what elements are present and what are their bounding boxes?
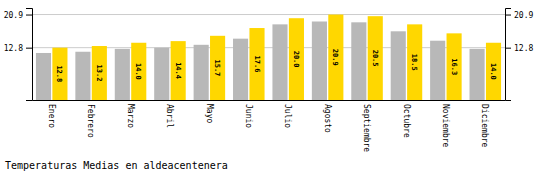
tick: Septiembre [362, 104, 371, 152]
tick-label: Mayo [205, 104, 214, 123]
data-label: 20.0 [292, 51, 300, 68]
bar [368, 16, 383, 100]
data-label: 14.0 [489, 63, 497, 80]
bar [272, 24, 287, 100]
tick: Octubre [402, 104, 411, 138]
bars [36, 15, 501, 100]
bar [249, 28, 264, 100]
tick-label: Diciembre [480, 104, 489, 148]
tick: Noviembre [441, 104, 450, 148]
y2-axis: 12.8 20.9 [505, 9, 533, 101]
tick-label: 12.8 [514, 44, 533, 53]
bar [194, 45, 209, 100]
tick-label: Enero [47, 104, 56, 128]
tick-mark [505, 48, 511, 49]
tick: Junio [244, 104, 253, 128]
tick-label: Marzo [126, 104, 135, 128]
title: Temperaturas Medias en aldeacentenera [5, 160, 228, 171]
bar [391, 31, 406, 100]
tick: Mayo [205, 104, 214, 123]
data-label: 15.7 [213, 59, 221, 76]
tick-label: Octubre [402, 104, 411, 138]
bar [470, 49, 485, 100]
data-label: 17.6 [253, 56, 261, 73]
tick: 20.9 [4, 11, 32, 20]
bar [328, 15, 343, 100]
axis-line [26, 9, 33, 101]
data-label: 18.5 [410, 54, 418, 71]
axis-line [506, 9, 512, 101]
tick: Abril [165, 104, 174, 128]
data-label: 14.4 [174, 62, 182, 79]
y-axis: 12.8 20.9 [4, 9, 33, 101]
tick-label: 20.9 [514, 11, 533, 20]
tick: 12.8 [4, 44, 32, 53]
data-label: 13.2 [95, 65, 103, 82]
tick-label: 12.8 [4, 44, 23, 53]
chart: 12.8 13.2 14.0 14.4 15.7 17.6 20.0 20.9 20.5 18.5… [0, 0, 537, 174]
tick-label: Agosto [323, 104, 332, 133]
tick-label: Febrero [86, 104, 95, 138]
bar-series [52, 15, 501, 100]
bar [289, 18, 304, 100]
tick-label: 20.9 [4, 11, 23, 20]
tick: Febrero [86, 104, 95, 138]
bar [351, 22, 366, 100]
tick: Enero [47, 104, 56, 128]
bar [92, 46, 107, 100]
tick-label: Junio [244, 104, 253, 128]
bar [131, 43, 146, 100]
tick: 12.8 [505, 44, 533, 53]
bar [430, 41, 445, 100]
tick: Diciembre [480, 104, 489, 148]
bar [210, 36, 225, 100]
data-label: 16.3 [450, 58, 458, 75]
axis-line [33, 100, 506, 101]
bar [407, 24, 422, 100]
tick-label: Julio [283, 104, 292, 128]
bar [115, 49, 130, 100]
tick: Julio [283, 104, 292, 128]
data-label: 20.9 [331, 49, 339, 66]
x-axis: Enero Febrero Marzo Abril Mayo Junio Julio Agos… [33, 101, 506, 153]
data-label: 20.5 [371, 50, 379, 67]
bar [52, 48, 67, 100]
data-label: 12.8 [55, 65, 63, 82]
bar [486, 43, 501, 100]
tick-label: Noviembre [441, 104, 450, 148]
tick-label: Abril [165, 104, 174, 128]
tick: Marzo [126, 104, 135, 128]
bar [447, 33, 462, 100]
data-label: 14.0 [134, 63, 142, 80]
tick-mark [26, 15, 32, 16]
bar [36, 53, 51, 100]
tick: 20.9 [505, 11, 533, 20]
bar [75, 52, 90, 100]
data-labels: 12.8 13.2 14.0 14.4 15.7 17.6 20.0 20.9 20.5 18.5… [55, 49, 497, 82]
tick: Agosto [323, 104, 332, 133]
bar [233, 39, 248, 100]
plot: 12.8 13.2 14.0 14.4 15.7 17.6 20.0 20.9 20.5 18.5… [4, 9, 534, 153]
bar [312, 21, 327, 100]
grid-line [32, 14, 505, 15]
tick-mark [505, 15, 511, 16]
bar-series [36, 21, 485, 100]
bar [154, 48, 169, 100]
tick-mark [26, 48, 32, 49]
tick-label: Septiembre [362, 104, 371, 152]
bar [171, 41, 186, 100]
